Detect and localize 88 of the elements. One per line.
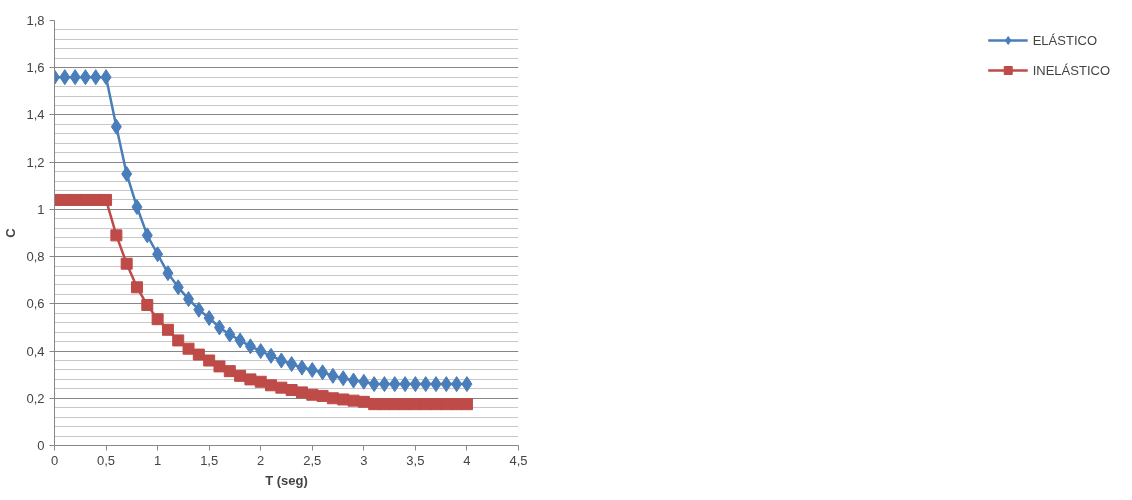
y-tick-label: 1,8 (26, 13, 45, 28)
x-tick-label: 2 (257, 452, 265, 468)
point (120, 257, 133, 270)
point (183, 291, 195, 308)
point (378, 398, 391, 411)
point (275, 381, 288, 394)
x-tick-label: 4 (463, 452, 471, 468)
point (172, 334, 185, 347)
x-tick-label: 0 (50, 452, 59, 468)
point (244, 373, 257, 386)
point (430, 376, 442, 393)
point (141, 227, 153, 244)
point (275, 352, 287, 369)
point (203, 310, 215, 326)
legend-label: ELÁSTICO (1032, 32, 1097, 48)
y-tick-label: 1,6 (26, 60, 45, 76)
point (90, 69, 102, 86)
x-tick-label: 1 (154, 452, 162, 468)
point (461, 376, 473, 393)
point (265, 347, 277, 364)
x-tick-label: 3,5 (406, 452, 425, 468)
point (378, 376, 390, 393)
point (203, 354, 216, 367)
point (316, 389, 329, 402)
point (451, 376, 463, 393)
point (162, 265, 174, 282)
point (69, 69, 81, 86)
point (255, 343, 267, 360)
y-tick-label: 0,6 (26, 296, 45, 312)
point (121, 165, 133, 182)
point (79, 193, 92, 206)
point (79, 69, 91, 86)
point (110, 229, 123, 242)
y-tick-label: 0,2 (26, 390, 45, 406)
point (337, 393, 350, 406)
point (213, 360, 226, 373)
y-tick-label: 1,4 (26, 107, 45, 123)
point (317, 364, 329, 381)
y-tick-label: 0 (37, 438, 45, 453)
point (358, 373, 370, 390)
point (100, 69, 112, 86)
x-tick-label: 4,5 (509, 452, 528, 468)
point (389, 376, 401, 393)
point (130, 281, 143, 294)
point (460, 398, 473, 411)
point (348, 372, 360, 389)
point (59, 69, 71, 86)
point (224, 326, 236, 343)
x-tick-label: 0,5 (97, 452, 116, 468)
x-tick-label: 2,5 (303, 452, 322, 468)
point (409, 398, 422, 411)
x-tick-label: 1,5 (200, 452, 219, 468)
y-tick-label: 1 (37, 201, 45, 217)
point (296, 359, 308, 376)
x-axis-title: T (seg) (265, 472, 308, 488)
point (347, 394, 360, 407)
y-tick-label: 0,4 (26, 343, 45, 359)
point (152, 246, 164, 263)
point (172, 279, 184, 296)
point (327, 367, 339, 384)
point (337, 370, 349, 387)
y-tick-label: 1,2 (26, 154, 45, 170)
point (223, 365, 236, 378)
point (182, 342, 195, 355)
point (100, 193, 113, 206)
point (213, 319, 225, 336)
legend-label: INELÁSTICO (1032, 62, 1110, 78)
point (141, 299, 154, 312)
point (192, 348, 205, 361)
y-axis-title: C (3, 227, 19, 238)
point (193, 301, 205, 318)
point (450, 398, 463, 411)
y-tick-label: 0,8 (26, 249, 45, 265)
point (244, 338, 256, 355)
point (110, 118, 122, 135)
point (234, 332, 246, 349)
point (295, 386, 308, 399)
x-tick-label: 3 (360, 452, 368, 468)
point (131, 199, 143, 216)
point (440, 376, 452, 393)
point (161, 323, 174, 336)
point (409, 376, 421, 393)
point (286, 356, 298, 373)
point (420, 376, 432, 393)
point (368, 376, 380, 393)
point (399, 376, 411, 393)
point (151, 313, 164, 326)
point (306, 361, 318, 378)
